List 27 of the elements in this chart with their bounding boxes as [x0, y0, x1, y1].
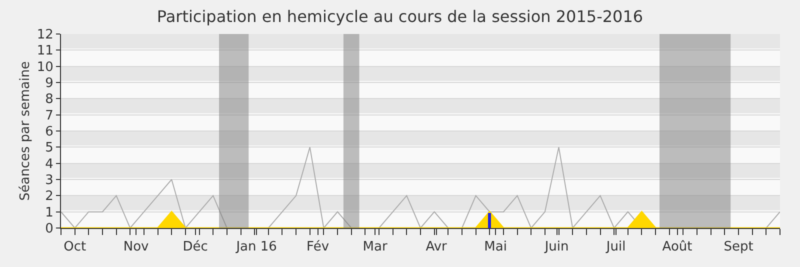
- y-tick-label: 0: [45, 222, 54, 237]
- x-tick-label: Oct: [64, 240, 86, 255]
- x-tick-label: Août: [662, 240, 692, 255]
- x-tick-label: Mai: [484, 240, 507, 255]
- y-axis-title: Séances par semaine: [18, 61, 33, 201]
- x-tick-label: Sept: [724, 240, 754, 255]
- y-tick-label: 9: [45, 76, 54, 92]
- y-tick-label: 10: [36, 60, 54, 75]
- y-tick-label: 11: [36, 44, 54, 59]
- y-tick-label: 5: [45, 140, 54, 156]
- y-tick-label: 4: [45, 156, 54, 172]
- x-tick-label: Nov: [123, 240, 150, 255]
- x-tick-label: Juil: [605, 240, 626, 255]
- y-tick-label: 12: [36, 28, 54, 43]
- x-tick-label: Mar: [362, 240, 388, 255]
- y-tick-label: 2: [45, 189, 54, 204]
- x-tick-label: Fév: [306, 240, 330, 255]
- y-tick-label: 6: [45, 124, 54, 140]
- x-tick-label: Avr: [426, 240, 448, 255]
- y-tick-label: 1: [45, 205, 54, 220]
- x-tick-label: Juin: [544, 240, 569, 255]
- y-tick-label: 7: [45, 108, 54, 124]
- x-tick-label: Déc: [182, 240, 208, 255]
- y-tick-label: 3: [45, 173, 54, 188]
- y-tick-label: 8: [45, 92, 54, 108]
- chart-title: Participation en hemicycle au cours de la session 2015-2016: [156, 6, 644, 26]
- x-tick-label: Jan 16: [235, 240, 277, 255]
